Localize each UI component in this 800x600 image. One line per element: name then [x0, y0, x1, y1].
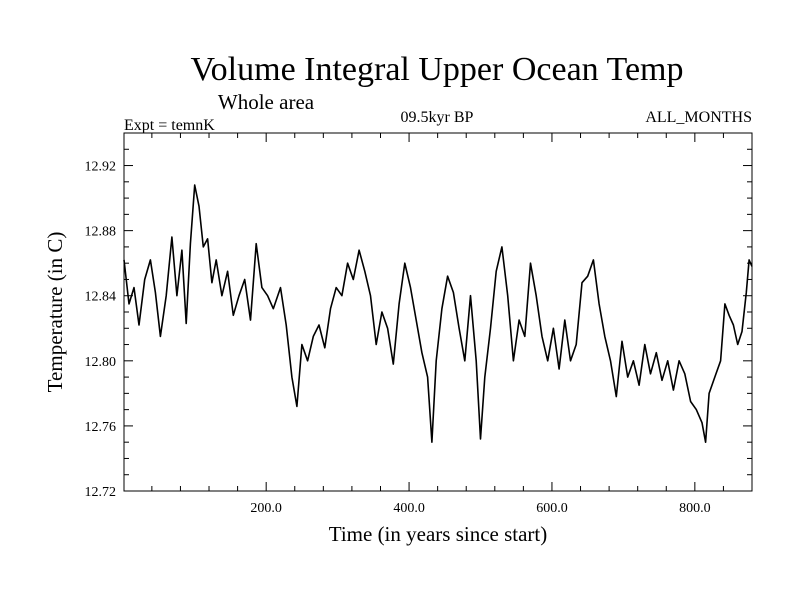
x-axis-tick-labels: 200.0 400.0 600.0 800.0	[250, 501, 710, 516]
y-tick-label: 12.80	[85, 355, 117, 370]
y-tick-label: 12.88	[85, 225, 117, 240]
y-tick-label: 12.84	[85, 290, 117, 305]
period-label: 09.5kyr BP	[401, 109, 474, 126]
y-tick-label: 12.76	[85, 420, 117, 435]
months-label: ALL_MONTHS	[645, 109, 752, 126]
y-tick-label: 12.72	[85, 485, 117, 500]
chart-subtitle: Whole area	[218, 90, 315, 114]
x-tick-label: 800.0	[679, 501, 711, 516]
temperature-series-line	[123, 184, 753, 443]
x-tick-label: 200.0	[250, 501, 282, 516]
y-axis-ticks	[124, 132, 752, 492]
chart-title: Volume Integral Upper Ocean Temp	[191, 51, 684, 88]
plot-frame	[123, 132, 753, 492]
x-tick-label: 400.0	[393, 501, 425, 516]
y-tick-label: 12.92	[85, 160, 117, 175]
x-axis-ticks	[151, 133, 724, 491]
x-tick-label: 600.0	[536, 501, 568, 516]
experiment-label: Expt = temnK	[124, 117, 215, 134]
y-axis-label: Temperature (in C)	[43, 232, 67, 393]
x-axis-label: Time (in years since start)	[329, 522, 548, 546]
y-axis-tick-labels: 12.72 12.76 12.80 12.84 12.88 12.92	[85, 160, 117, 500]
